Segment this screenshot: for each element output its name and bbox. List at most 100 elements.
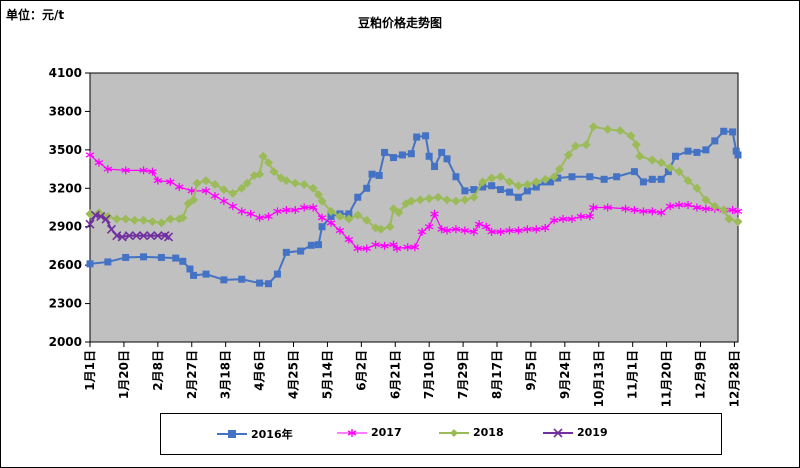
data-point bbox=[514, 226, 523, 235]
data-point bbox=[547, 178, 555, 186]
y-tick-label: 2600 bbox=[49, 258, 82, 272]
data-point bbox=[422, 132, 430, 140]
data-point bbox=[665, 163, 675, 173]
data-point bbox=[478, 177, 488, 187]
data-point bbox=[621, 204, 630, 213]
y-tick-label: 2000 bbox=[49, 335, 82, 349]
data-point bbox=[639, 178, 647, 186]
data-point bbox=[506, 188, 514, 196]
x-tick-label: 10月13日 bbox=[592, 350, 606, 407]
data-point bbox=[710, 201, 720, 211]
data-point bbox=[733, 207, 743, 216]
data-point bbox=[353, 244, 363, 253]
data-point bbox=[264, 158, 274, 168]
data-point bbox=[327, 212, 335, 220]
data-point bbox=[581, 140, 591, 150]
data-point bbox=[255, 169, 265, 179]
data-point bbox=[719, 205, 729, 215]
data-point bbox=[237, 183, 247, 193]
data-point bbox=[693, 148, 701, 156]
data-point bbox=[385, 222, 395, 232]
data-point bbox=[554, 164, 564, 174]
data-point bbox=[487, 227, 496, 236]
x-tick-label: 12月28日 bbox=[727, 350, 741, 407]
data-point bbox=[314, 241, 322, 249]
data-point bbox=[335, 211, 345, 221]
data-point bbox=[219, 197, 229, 206]
legend-label-2016: 2016年 bbox=[251, 428, 293, 441]
data-point bbox=[156, 218, 166, 228]
data-point bbox=[362, 244, 371, 253]
data-point bbox=[425, 152, 433, 160]
x-tick-label: 9月24日 bbox=[558, 350, 572, 399]
data-point bbox=[246, 209, 255, 218]
data-point bbox=[380, 241, 389, 250]
data-point bbox=[407, 150, 415, 158]
data-point bbox=[308, 183, 318, 193]
legend-marker-2019 bbox=[543, 427, 573, 438]
data-point bbox=[531, 177, 541, 187]
data-point bbox=[335, 226, 345, 235]
data-point bbox=[701, 195, 711, 205]
data-point bbox=[138, 231, 149, 241]
data-point bbox=[90, 210, 100, 220]
data-point bbox=[558, 215, 568, 224]
data-point bbox=[103, 165, 113, 174]
x-tick-label: 12月9日 bbox=[694, 350, 708, 399]
legend-label-2018: 2018 bbox=[473, 426, 504, 439]
data-point bbox=[354, 193, 362, 201]
data-point bbox=[442, 195, 452, 205]
legend-item-2018: 2018 bbox=[439, 426, 504, 439]
data-point bbox=[326, 206, 336, 216]
data-point bbox=[720, 127, 728, 135]
data-point bbox=[318, 223, 326, 231]
data-point bbox=[186, 265, 194, 273]
data-point bbox=[398, 151, 406, 159]
data-point bbox=[85, 219, 95, 229]
data-point bbox=[523, 225, 532, 234]
data-point bbox=[549, 172, 559, 182]
data-point bbox=[375, 171, 383, 179]
legend-item-2017: 2017 bbox=[337, 426, 402, 439]
data-point bbox=[179, 257, 187, 265]
data-point bbox=[656, 158, 666, 168]
data-point bbox=[469, 227, 479, 236]
data-point bbox=[568, 173, 576, 181]
data-point bbox=[242, 178, 252, 188]
data-point bbox=[674, 167, 684, 177]
data-point bbox=[460, 226, 470, 235]
data-point bbox=[639, 207, 648, 216]
data-point bbox=[140, 253, 148, 261]
data-point bbox=[648, 207, 657, 216]
data-point bbox=[665, 202, 675, 211]
data-point bbox=[635, 151, 645, 161]
legend-label-2017: 2017 bbox=[371, 426, 402, 439]
x-tick-label: 5月14日 bbox=[320, 350, 334, 399]
data-point bbox=[165, 214, 175, 224]
x-tick-label: 2月8日 bbox=[151, 350, 165, 391]
data-point bbox=[299, 179, 309, 189]
x-tick-label: 4月25日 bbox=[287, 350, 301, 399]
data-point bbox=[431, 163, 439, 171]
x-tick-label: 11月1日 bbox=[626, 350, 640, 399]
data-point bbox=[626, 131, 636, 141]
data-point bbox=[460, 195, 470, 205]
data-point bbox=[603, 124, 613, 134]
data-point bbox=[153, 231, 163, 241]
data-point bbox=[630, 206, 639, 215]
data-point bbox=[299, 203, 309, 212]
data-point bbox=[157, 253, 165, 261]
data-point bbox=[85, 150, 95, 159]
data-point bbox=[326, 218, 336, 227]
data-point bbox=[733, 217, 743, 227]
data-point bbox=[147, 217, 157, 227]
x-tick-label: 11月20日 bbox=[660, 350, 674, 407]
data-point bbox=[392, 244, 402, 253]
data-point bbox=[496, 227, 505, 236]
data-point bbox=[540, 223, 550, 232]
data-point bbox=[112, 231, 122, 241]
data-point bbox=[189, 195, 199, 205]
data-point bbox=[344, 235, 354, 244]
data-point bbox=[381, 148, 389, 156]
